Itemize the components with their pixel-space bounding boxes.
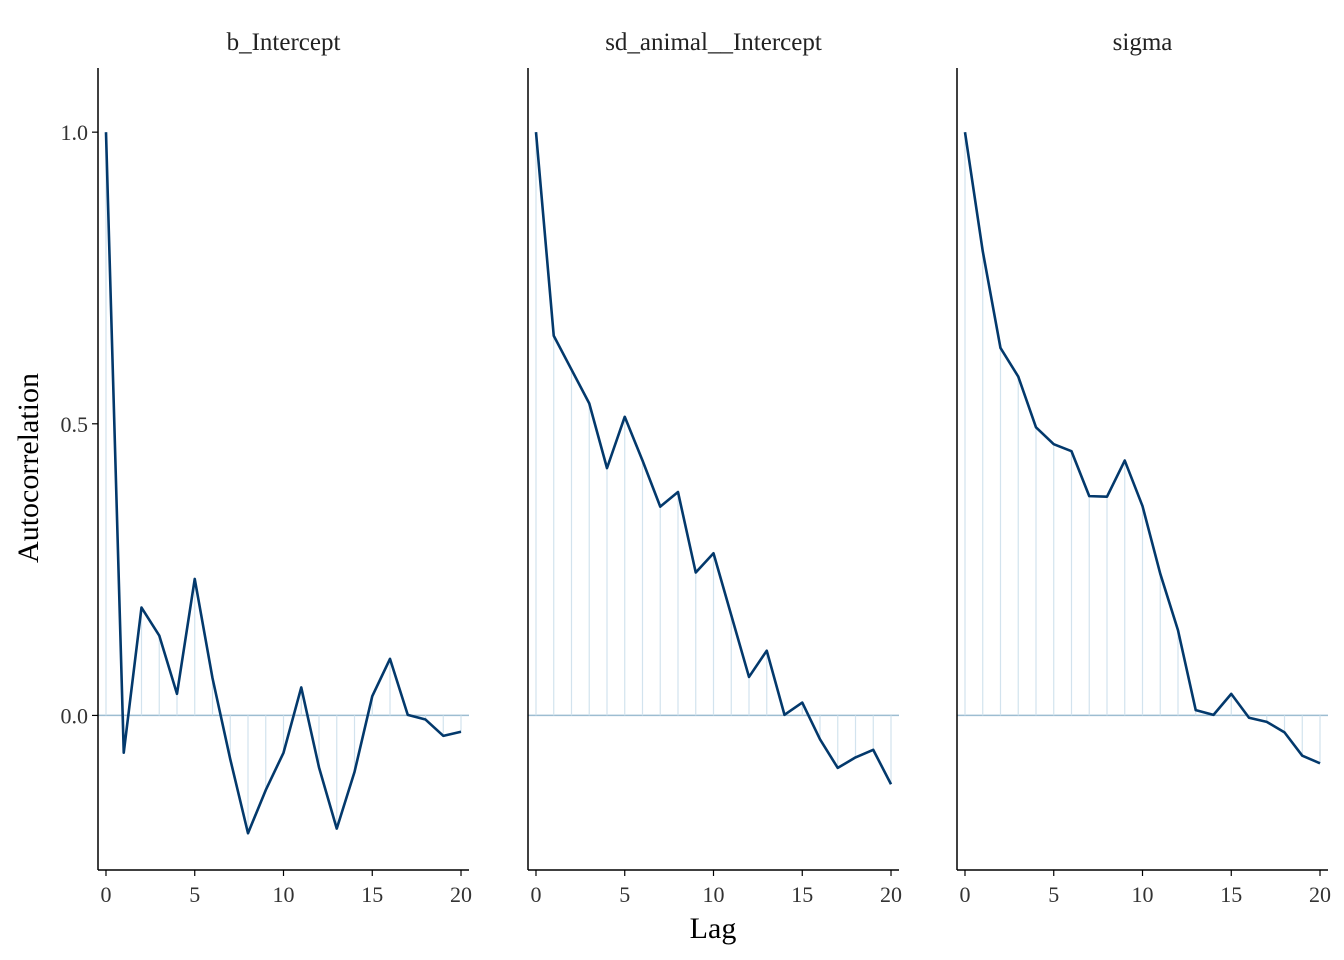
x-axis-title: Lag — [690, 912, 737, 945]
x-tick-label: 20 — [880, 882, 902, 907]
acf-series-line — [104, 132, 462, 835]
facet-title: sd_animal__Intercept — [605, 29, 822, 56]
facet-title: b_Intercept — [227, 29, 341, 56]
x-tick-label: 5 — [1048, 882, 1059, 907]
x-tick-label: 20 — [1309, 882, 1331, 907]
y-tick-label: 0.5 — [61, 412, 89, 437]
x-tick-label: 10 — [1132, 882, 1154, 907]
x-tick-label: 15 — [1220, 882, 1242, 907]
facet-panels: b_Intercept 0 5 10 15 20 0.0 0.5 1.0 sd_animal__I… — [61, 29, 1332, 907]
facet-panel: sd_animal__Intercept 0 5 10 15 20 — [527, 29, 902, 907]
x-tick-label: 0 — [530, 882, 541, 907]
facet-panel: b_Intercept 0 5 10 15 20 0.0 0.5 1.0 — [61, 29, 473, 907]
y-axis-title: Autocorrelation — [12, 373, 45, 563]
x-tick-label: 15 — [791, 882, 813, 907]
y-tick-label: 1.0 — [61, 120, 89, 145]
x-tick-label: 0 — [959, 882, 970, 907]
x-tick-label: 5 — [189, 882, 200, 907]
acf-series-line — [963, 131, 1321, 765]
x-tick-label: 15 — [361, 882, 383, 907]
acf-series-line — [534, 132, 893, 785]
x-tick-label: 5 — [619, 882, 630, 907]
x-tick-label: 10 — [703, 882, 725, 907]
y-tick-label: 0.0 — [61, 703, 89, 728]
facet-title: sigma — [1113, 29, 1173, 56]
x-tick-label: 10 — [273, 882, 295, 907]
x-tick-label: 20 — [450, 882, 472, 907]
x-tick-label: 0 — [100, 882, 111, 907]
facet-panel: sigma 0 5 10 15 20 — [956, 29, 1331, 907]
